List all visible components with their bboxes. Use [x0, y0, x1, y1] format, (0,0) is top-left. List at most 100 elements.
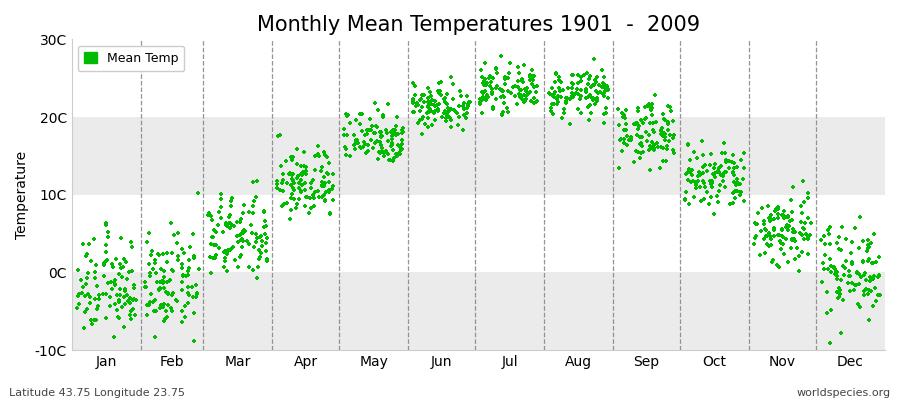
Point — [155, 278, 169, 284]
Point — [320, 171, 335, 177]
Point — [830, 276, 844, 282]
Point — [516, 96, 530, 102]
Point — [803, 231, 817, 238]
Point — [861, 245, 876, 252]
Point — [643, 167, 657, 174]
Point — [865, 260, 879, 266]
Point — [846, 287, 860, 294]
Point — [758, 226, 772, 232]
Point — [612, 122, 626, 128]
Point — [706, 211, 721, 218]
Point — [368, 99, 382, 106]
Point — [817, 233, 832, 239]
Point — [699, 168, 714, 174]
Point — [666, 117, 680, 124]
Point — [861, 256, 876, 262]
Point — [230, 218, 244, 225]
Point — [736, 198, 751, 204]
Point — [257, 224, 272, 230]
Point — [523, 77, 537, 83]
Point — [284, 172, 299, 178]
Point — [306, 177, 320, 184]
Point — [667, 132, 681, 138]
Point — [356, 144, 370, 150]
Point — [241, 241, 256, 247]
Point — [82, 241, 96, 247]
Point — [725, 200, 740, 206]
Point — [148, 297, 162, 304]
Point — [553, 85, 567, 92]
Point — [437, 108, 452, 114]
Point — [563, 121, 578, 128]
Point — [290, 174, 304, 181]
Point — [108, 276, 122, 283]
Point — [593, 89, 608, 96]
Point — [386, 130, 400, 136]
Point — [367, 130, 382, 136]
Point — [192, 266, 206, 272]
Point — [596, 79, 610, 86]
Point — [163, 276, 177, 283]
Point — [425, 97, 439, 103]
Point — [474, 88, 489, 95]
Point — [712, 188, 726, 194]
Point — [104, 261, 119, 267]
Point — [571, 91, 585, 97]
Point — [250, 235, 265, 242]
Point — [704, 194, 718, 200]
Point — [801, 189, 815, 196]
Point — [713, 182, 727, 188]
Point — [308, 153, 322, 160]
Point — [225, 244, 239, 250]
Point — [823, 240, 837, 247]
Point — [733, 180, 747, 187]
Point — [181, 272, 195, 278]
Point — [294, 188, 309, 195]
Point — [794, 203, 808, 210]
Point — [588, 77, 602, 83]
Point — [413, 108, 428, 114]
Point — [551, 98, 565, 105]
Point — [633, 134, 647, 140]
Point — [304, 205, 319, 211]
Point — [856, 259, 870, 265]
Point — [476, 80, 491, 86]
Point — [631, 126, 645, 132]
Point — [723, 201, 737, 207]
Point — [557, 106, 572, 112]
Point — [764, 216, 778, 222]
Point — [191, 189, 205, 196]
Point — [775, 234, 789, 240]
Point — [407, 109, 421, 116]
Point — [679, 170, 693, 177]
Point — [299, 170, 313, 177]
Point — [850, 270, 864, 276]
Point — [580, 81, 595, 88]
Point — [117, 256, 131, 262]
Point — [415, 104, 429, 110]
Point — [639, 129, 653, 135]
Point — [472, 101, 487, 107]
Point — [315, 194, 329, 200]
Point — [644, 106, 659, 113]
Point — [181, 300, 195, 306]
Point — [248, 238, 263, 245]
Point — [638, 104, 652, 110]
Point — [556, 87, 571, 93]
Point — [224, 203, 238, 210]
Point — [451, 122, 465, 128]
Point — [209, 242, 223, 248]
Point — [863, 274, 878, 280]
Point — [189, 282, 203, 288]
Point — [387, 155, 401, 161]
Point — [850, 269, 865, 276]
Point — [159, 308, 174, 315]
Point — [221, 248, 236, 254]
Point — [212, 245, 226, 251]
Point — [574, 74, 589, 80]
Point — [260, 235, 274, 242]
Point — [99, 242, 113, 248]
Bar — [72, 272, 885, 350]
Point — [711, 169, 725, 176]
Point — [320, 154, 335, 160]
